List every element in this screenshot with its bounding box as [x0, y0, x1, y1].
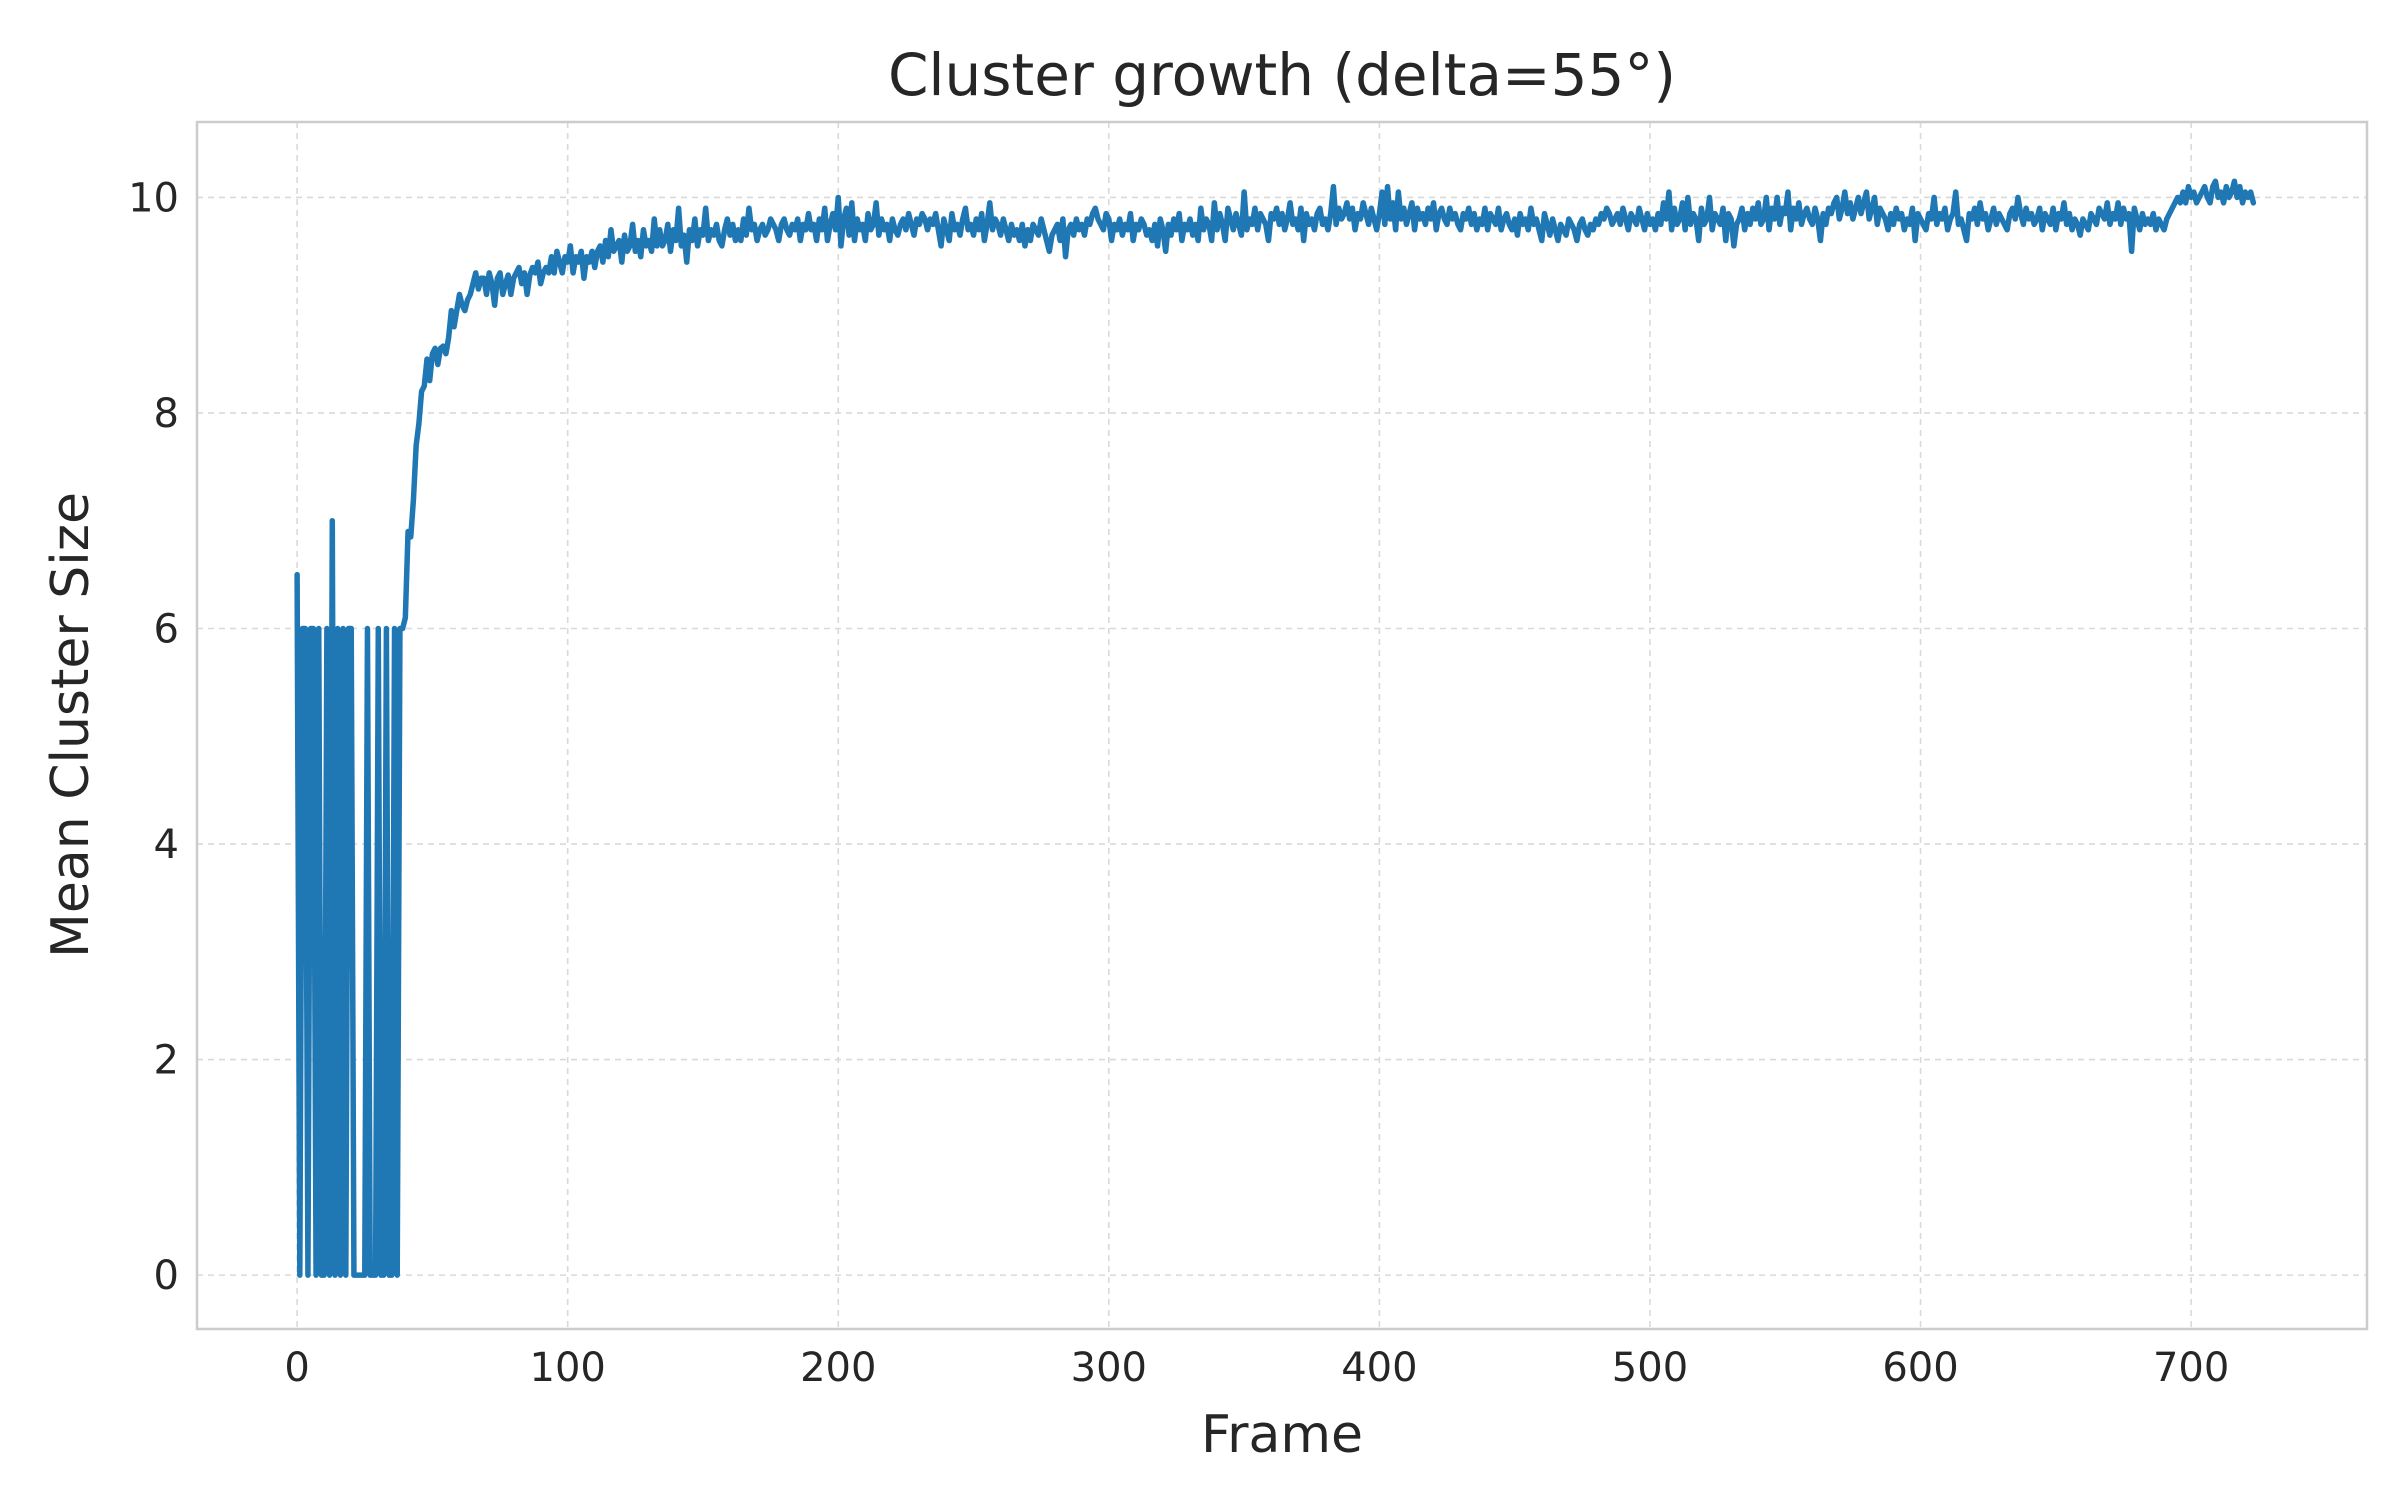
x-tick-label: 300: [1071, 1345, 1147, 1391]
plot-frame: [195, 120, 2369, 1331]
y-tick-label: 8: [154, 391, 179, 437]
grid-lines: [197, 122, 2367, 1329]
x-tick-label: 0: [284, 1345, 309, 1391]
x-tick-label: 200: [800, 1345, 876, 1391]
x-tick-label: 700: [2153, 1345, 2229, 1391]
series-line-mean-cluster-size: [294, 178, 2257, 1278]
y-tick-label: 2: [154, 1038, 179, 1084]
y-tick-label: 6: [154, 607, 179, 653]
x-tick-label: 400: [1341, 1345, 1417, 1391]
y-tick-label: 0: [154, 1253, 179, 1299]
x-axis-label: Frame: [1201, 1405, 1363, 1465]
x-tick-label: 600: [1882, 1345, 1958, 1391]
x-tick-label: 500: [1612, 1345, 1688, 1391]
y-axis-label: Mean Cluster Size: [41, 492, 101, 958]
y-tick-label: 4: [154, 822, 179, 868]
x-axis-ticks: 0 100 200 300 400 500 600 700: [284, 1345, 2229, 1391]
y-axis-ticks: 0 2 4 6 8 10: [128, 175, 179, 1299]
chart-title: Cluster growth (delta=55°): [888, 41, 1676, 109]
x-tick-label: 100: [530, 1345, 606, 1391]
y-tick-label: 10: [128, 175, 179, 221]
